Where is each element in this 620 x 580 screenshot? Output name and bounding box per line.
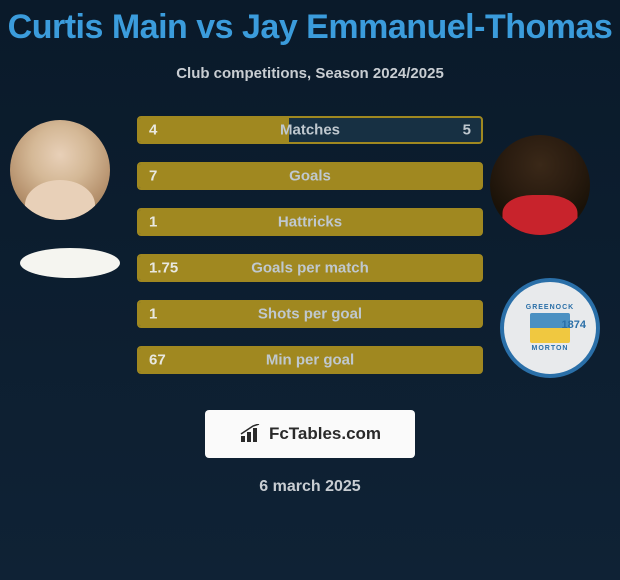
badge-text-bottom: MORTON xyxy=(532,345,569,352)
stat-left-value: 1 xyxy=(149,306,157,323)
stat-label: Hattricks xyxy=(278,214,342,231)
stat-label: Matches xyxy=(280,122,340,139)
stat-left-value: 7 xyxy=(149,168,157,185)
stat-row: 67 Min per goal xyxy=(137,346,483,374)
stat-label: Min per goal xyxy=(266,352,354,369)
subtitle: Club competitions, Season 2024/2025 xyxy=(0,65,620,82)
stat-label: Goals per match xyxy=(251,260,369,277)
page-title: Curtis Main vs Jay Emmanuel-Thomas xyxy=(0,0,620,47)
stat-left-value: 1 xyxy=(149,214,157,231)
stat-right-value: 5 xyxy=(463,122,471,139)
stat-left-value: 67 xyxy=(149,352,166,369)
player-left-avatar xyxy=(10,120,110,220)
date-label: 6 march 2025 xyxy=(0,478,620,496)
brand-logo-icon xyxy=(239,424,263,444)
badge-text-top: GREENOCK xyxy=(526,304,574,311)
comparison-content: GREENOCK MORTON 1874 4 Matches 5 7 Goals 1 Hat… xyxy=(0,120,620,400)
stat-row: 7 Goals xyxy=(137,162,483,190)
player-right-club-badge: GREENOCK MORTON 1874 xyxy=(500,278,600,378)
player-right-avatar xyxy=(490,135,590,235)
player-left-club-badge xyxy=(20,248,120,278)
brand-badge[interactable]: FcTables.com xyxy=(205,410,415,458)
stat-row: 1 Shots per goal xyxy=(137,300,483,328)
stat-row: 1.75 Goals per match xyxy=(137,254,483,282)
stat-row: 1 Hattricks xyxy=(137,208,483,236)
stat-left-value: 4 xyxy=(149,122,157,139)
badge-year: 1874 xyxy=(562,319,586,331)
stat-fill-bar xyxy=(139,118,289,142)
stat-row: 4 Matches 5 xyxy=(137,116,483,144)
stat-left-value: 1.75 xyxy=(149,260,178,277)
stat-label: Shots per goal xyxy=(258,306,362,323)
brand-text: FcTables.com xyxy=(269,424,381,444)
stat-label: Goals xyxy=(289,168,331,185)
stats-container: 4 Matches 5 7 Goals 1 Hattricks 1.75 Goals per m… xyxy=(137,116,483,392)
